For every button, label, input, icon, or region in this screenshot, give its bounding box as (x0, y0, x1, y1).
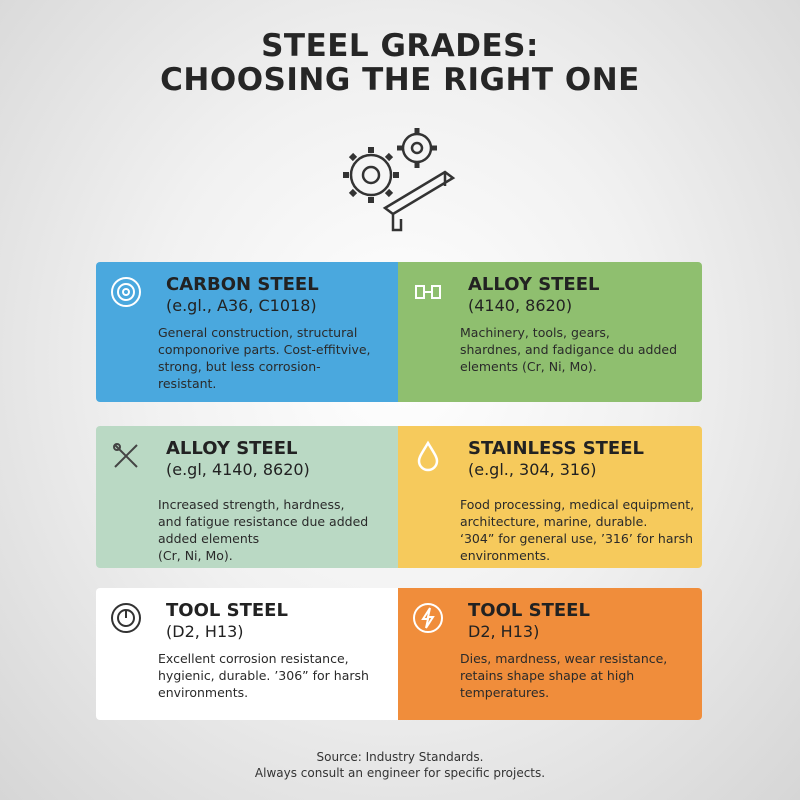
text-line: environments. (158, 685, 249, 700)
footer-line: Always consult an engineer for specific … (254, 766, 546, 780)
hero-icon (343, 128, 456, 232)
text-line: Excellent corrosion resistance, (158, 651, 349, 666)
text-line: Food processing, medical equipment, (460, 497, 695, 512)
text-line: componorive parts. Cost-effitvive, (158, 342, 371, 357)
card-icon (111, 277, 141, 307)
card-text: Dies, mardness, wear resistance, retains … (460, 650, 667, 701)
card-subtitle: (4140, 8620) (468, 296, 573, 315)
text-line: resistant. (158, 376, 217, 391)
text-line: hygienic, durable. ’306” for harsh (158, 668, 369, 683)
card-text: Food processing, medical equipment, archi… (460, 496, 694, 564)
card-icon (415, 285, 441, 299)
text-line: temperatures. (460, 685, 550, 700)
text-line: Machinery, tools, gears, (460, 325, 610, 340)
card: STAINLESS STEEL (e.gl., 304, 316) Food p… (398, 426, 702, 568)
text-line: and fatigue resistance due added (158, 514, 369, 529)
text-line: architecture, marine, durable. (460, 514, 648, 529)
card: TOOL STEEL D2, H13) Dies, mardness, wear… (398, 588, 702, 720)
card-title: CARBON STEEL (166, 274, 319, 295)
card: TOOL STEEL (D2, H13) Excellent corrosion… (96, 588, 398, 720)
card-subtitle: (e.gl., A36, C1018) (166, 296, 317, 315)
card-subtitle: (D2, H13) (166, 622, 244, 641)
title-line: STEEL GRADES: (261, 28, 539, 64)
text-line: strong, but less corrosion- (158, 359, 321, 374)
card-text: Machinery, tools, gears, shardnes, and fa… (460, 324, 677, 375)
text-line: shardnes, and fadigance du added (460, 342, 678, 357)
text-line: elements (Cr, Ni, Mo). (460, 359, 597, 374)
card-text: Excellent corrosion resistance, hygienic,… (158, 650, 369, 701)
card-title: TOOL STEEL (166, 600, 288, 621)
text-line: added elements (158, 531, 260, 546)
card-icon (111, 603, 141, 633)
text-line: (Cr, Ni, Mo). (158, 548, 233, 563)
footer-line: Source: Industry Standards. (316, 750, 484, 764)
text-line: Dies, mardness, wear resistance, (460, 651, 668, 666)
text-line: General construction, structural (158, 325, 358, 340)
card-subtitle: D2, H13) (468, 622, 540, 641)
card-text: Increased strength, hardness, and fatigue… (158, 496, 368, 564)
card-title: STAINLESS STEEL (468, 438, 644, 459)
card-text: General construction, structural componor… (158, 324, 371, 392)
card-title: TOOL STEEL (468, 600, 590, 621)
card: CARBON STEEL (e.gl., A36, C1018) General… (96, 262, 398, 402)
text-line: Increased strength, hardness, (158, 497, 345, 512)
card-subtitle: (e.gl., 304, 316) (468, 460, 597, 479)
card-icon (113, 443, 138, 468)
text-line: ‘304” for general use, ’316’ for harsh (460, 531, 694, 546)
card: ALLOY STEEL (e.gl, 4140, 8620) Increased… (96, 426, 398, 568)
text-line: retains shape shape at high (460, 668, 635, 683)
card-title: ALLOY STEEL (468, 274, 600, 295)
card-subtitle: (e.gl, 4140, 8620) (166, 460, 310, 479)
card-icon (417, 440, 439, 472)
card-icon (413, 603, 443, 633)
card-title: ALLOY STEEL (166, 438, 298, 459)
text-line: environments. (460, 548, 551, 563)
card: ALLOY STEEL (4140, 8620) Machinery, tool… (398, 262, 702, 402)
title-line: CHOOSING THE RIGHT ONE (160, 62, 640, 98)
